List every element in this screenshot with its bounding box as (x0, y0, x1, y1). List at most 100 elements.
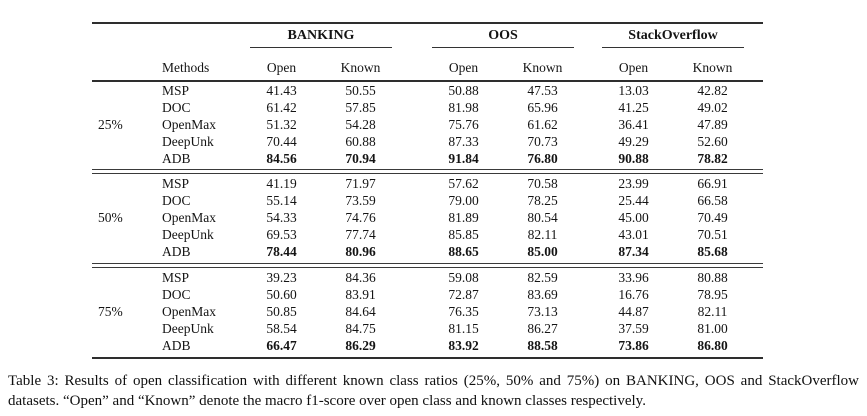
group-header-banking: BANKING (242, 24, 400, 49)
score-value: 71.97 (345, 176, 376, 192)
method-name: OpenMax (162, 116, 216, 132)
score-value: 70.51 (697, 227, 728, 243)
subheader-row: Methods Open Known Open Known Open Known (92, 48, 763, 80)
method-name: ADB (162, 244, 191, 260)
section-divider-double-rule (92, 167, 763, 176)
methods-column-header: Methods (162, 60, 210, 75)
group-label: BANKING (287, 28, 355, 43)
score-value: 44.87 (618, 304, 649, 320)
stackoverflow-open-header: Open (618, 60, 649, 75)
score-value: 66.47 (266, 338, 297, 354)
ratio-block: 50% MSP 41.19 71.97 57.62 70.58 23.99 66.91 DOC… (92, 176, 763, 261)
score-value: 81.89 (448, 210, 479, 226)
group-header-row: BANKING OOS StackOverflow (92, 24, 763, 49)
score-value: 70.94 (345, 150, 376, 166)
score-value: 75.76 (448, 116, 479, 132)
score-value: 57.85 (345, 99, 376, 115)
score-value: 91.84 (448, 150, 479, 166)
group-header-oos: OOS (424, 24, 582, 49)
score-value: 50.60 (266, 287, 297, 303)
score-value: 88.58 (527, 338, 558, 354)
method-name: DeepUnk (162, 227, 214, 243)
score-value: 66.58 (697, 193, 728, 209)
table-caption: Table 3: Results of open classification … (8, 373, 859, 409)
table-row: DeepUnk 58.54 84.75 81.15 86.27 37.59 81.00 (92, 321, 763, 338)
score-value: 55.14 (266, 193, 297, 209)
section-divider-double-rule (92, 261, 763, 270)
score-value: 90.88 (618, 150, 649, 166)
method-name: MSP (162, 270, 190, 286)
score-value: 83.91 (345, 287, 376, 303)
score-value: 41.43 (266, 82, 297, 98)
method-name: DOC (162, 287, 191, 303)
score-value: 86.27 (527, 321, 558, 337)
score-value: 87.33 (448, 133, 479, 149)
score-value: 80.96 (345, 244, 376, 260)
score-value: 81.15 (448, 321, 479, 337)
score-value: 73.13 (527, 304, 558, 320)
score-value: 82.11 (527, 227, 558, 243)
score-value: 47.89 (697, 116, 728, 132)
score-value: 70.44 (266, 133, 297, 149)
score-value: 88.65 (448, 244, 479, 260)
score-value: 78.44 (266, 244, 297, 260)
score-value: 77.74 (345, 227, 376, 243)
table-row: DOC 61.42 57.85 81.98 65.96 41.25 49.02 (92, 99, 763, 116)
table-row: MSP 39.23 84.36 59.08 82.59 33.96 80.88 (92, 270, 763, 287)
score-value: 84.64 (345, 304, 376, 320)
divider-line (92, 169, 763, 171)
score-value: 41.19 (266, 176, 297, 192)
score-value: 70.58 (527, 176, 558, 192)
divider-line (92, 172, 763, 175)
method-name: DeepUnk (162, 133, 214, 149)
score-value: 84.75 (345, 321, 376, 337)
banking-open-header: Open (266, 60, 297, 75)
group-header-stackoverflow: StackOverflow (594, 24, 752, 49)
group-label: StackOverflow (628, 28, 718, 43)
table-row: OpenMax 51.32 54.28 75.76 61.62 36.41 47.89 (92, 116, 763, 133)
score-value: 25.44 (618, 193, 649, 209)
score-value: 78.25 (527, 193, 558, 209)
table-row: DeepUnk 69.53 77.74 85.85 82.11 43.01 70.51 (92, 227, 763, 244)
score-value: 84.56 (266, 150, 297, 166)
method-name: MSP (162, 82, 190, 98)
table-row: ADB 78.44 80.96 88.65 85.00 87.34 85.68 (92, 244, 763, 261)
table-bottom-rule (92, 356, 763, 360)
score-value: 81.98 (448, 99, 479, 115)
score-value: 66.91 (697, 176, 728, 192)
score-value: 86.29 (345, 338, 376, 354)
score-value: 82.59 (527, 270, 558, 286)
oos-known-header: Known (522, 60, 563, 75)
score-value: 50.85 (266, 304, 297, 320)
score-value: 61.42 (266, 99, 297, 115)
score-value: 78.82 (697, 150, 728, 166)
score-value: 54.28 (345, 116, 376, 132)
table-row: OpenMax 54.33 74.76 81.89 80.54 45.00 70.49 (92, 210, 763, 227)
score-value: 59.08 (448, 270, 479, 286)
table-row: MSP 41.19 71.97 57.62 70.58 23.99 66.91 (92, 176, 763, 193)
score-value: 52.60 (697, 133, 728, 149)
table-row: DOC 55.14 73.59 79.00 78.25 25.44 66.58 (92, 193, 763, 210)
score-value: 84.36 (345, 270, 376, 286)
score-value: 60.88 (345, 133, 376, 149)
score-value: 83.69 (527, 287, 558, 303)
banking-known-header: Known (340, 60, 381, 75)
score-value: 13.03 (618, 82, 649, 98)
score-value: 73.59 (345, 193, 376, 209)
header-separator-rule (92, 80, 763, 82)
table-row: ADB 84.56 70.94 91.84 76.80 90.88 78.82 (92, 150, 763, 167)
score-value: 78.95 (697, 287, 728, 303)
score-value: 49.29 (618, 133, 649, 149)
score-value: 51.32 (266, 116, 297, 132)
divider-line (92, 266, 763, 269)
score-value: 41.25 (618, 99, 649, 115)
table-top-rule (92, 22, 763, 24)
score-value: 57.62 (448, 176, 479, 192)
ratio-label: 75% (98, 304, 123, 320)
score-value: 80.54 (527, 210, 558, 226)
score-value: 76.80 (527, 150, 558, 166)
score-value: 74.76 (345, 210, 376, 226)
block-rows: MSP 41.19 71.97 57.62 70.58 23.99 66.91 DOC 55.1… (92, 176, 763, 261)
score-value: 33.96 (618, 270, 649, 286)
